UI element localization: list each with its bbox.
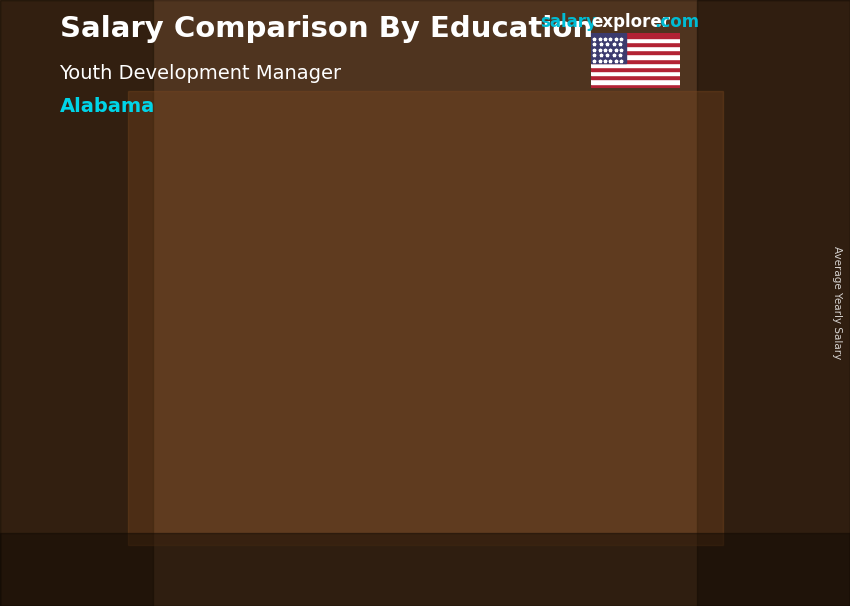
- Polygon shape: [443, 336, 462, 527]
- Text: +60%: +60%: [497, 156, 596, 185]
- Bar: [591, 62, 680, 67]
- Bar: [591, 33, 680, 38]
- Bar: [697, 0, 850, 606]
- Bar: [591, 55, 680, 59]
- Text: +24%: +24%: [259, 241, 349, 268]
- Bar: [591, 42, 680, 46]
- Text: 113,000 USD: 113,000 USD: [123, 348, 224, 362]
- Bar: [591, 50, 680, 55]
- Bar: [356, 336, 443, 527]
- Text: 139,000 USD: 139,000 USD: [395, 312, 496, 327]
- Bar: [0, 533, 850, 606]
- Text: Average Yearly Salary: Average Yearly Salary: [832, 247, 842, 359]
- Bar: [591, 84, 680, 88]
- Bar: [591, 71, 680, 75]
- Text: Youth Development Manager: Youth Development Manager: [60, 64, 342, 82]
- Polygon shape: [669, 221, 689, 527]
- Text: Salary Comparison By Education: Salary Comparison By Education: [60, 15, 592, 43]
- Bar: [591, 38, 680, 42]
- Text: Alabama: Alabama: [60, 97, 155, 116]
- Bar: [591, 67, 680, 71]
- Bar: [591, 33, 626, 62]
- Text: salary: salary: [540, 13, 597, 32]
- Text: 223,000 USD: 223,000 USD: [587, 196, 688, 211]
- Bar: [591, 79, 680, 84]
- Bar: [591, 46, 680, 50]
- Bar: [128, 91, 722, 545]
- Text: .com: .com: [654, 13, 700, 32]
- Bar: [130, 372, 216, 527]
- Polygon shape: [216, 372, 235, 527]
- Bar: [0, 0, 153, 606]
- Bar: [591, 75, 680, 79]
- Bar: [583, 221, 669, 527]
- Text: explorer: explorer: [591, 13, 670, 32]
- Bar: [591, 59, 680, 62]
